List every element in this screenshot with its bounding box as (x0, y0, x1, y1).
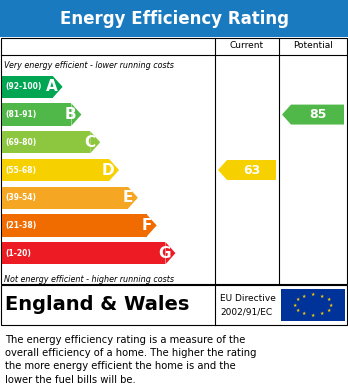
Polygon shape (147, 214, 157, 237)
Polygon shape (128, 187, 138, 209)
Text: ★: ★ (326, 298, 331, 302)
Text: ★: ★ (302, 294, 306, 299)
Bar (0, 0, 348, 37)
Text: ★: ★ (295, 298, 300, 302)
Text: (55-68): (55-68) (5, 165, 36, 174)
Text: Very energy efficient - lower running costs: Very energy efficient - lower running co… (4, 61, 174, 70)
Text: (81-91): (81-91) (5, 110, 36, 119)
Text: ★: ★ (326, 308, 331, 313)
Text: ★: ★ (311, 292, 315, 297)
Bar (2, 131, 90, 153)
Text: Potential: Potential (293, 41, 333, 50)
Text: (92-100): (92-100) (5, 83, 41, 91)
Polygon shape (109, 159, 119, 181)
Bar (2, 242, 165, 264)
Text: C: C (84, 135, 95, 150)
Text: E: E (122, 190, 133, 205)
Text: England & Wales: England & Wales (5, 296, 189, 314)
Text: D: D (101, 163, 114, 178)
Bar (281, 289, 345, 321)
Text: B: B (65, 107, 77, 122)
Text: ★: ★ (293, 303, 297, 307)
Polygon shape (71, 104, 81, 126)
Text: ★: ★ (311, 313, 315, 318)
Text: The energy efficiency rating is a measure of the
overall efficiency of a home. T: The energy efficiency rating is a measur… (5, 335, 256, 385)
Text: 85: 85 (309, 108, 326, 121)
Text: (69-80): (69-80) (5, 138, 36, 147)
Bar (2, 187, 128, 209)
Text: ★: ★ (320, 311, 324, 316)
Bar (1, 285, 347, 325)
Text: Energy Efficiency Rating: Energy Efficiency Rating (60, 9, 288, 27)
Text: G: G (158, 246, 171, 261)
Text: Current: Current (230, 41, 264, 50)
Text: A: A (46, 79, 58, 94)
Bar (2, 214, 147, 237)
Polygon shape (53, 76, 63, 98)
Bar (2, 104, 71, 126)
Polygon shape (90, 131, 100, 153)
Text: 2002/91/EC: 2002/91/EC (220, 307, 272, 316)
Polygon shape (218, 160, 276, 180)
Text: (39-54): (39-54) (5, 193, 36, 202)
Text: ★: ★ (302, 311, 306, 316)
Text: (21-38): (21-38) (5, 221, 36, 230)
Bar (1, 38, 347, 284)
Text: (1-20): (1-20) (5, 249, 31, 258)
Bar (2, 76, 53, 98)
Text: 63: 63 (243, 163, 260, 176)
Text: F: F (141, 218, 152, 233)
Text: ★: ★ (295, 308, 300, 313)
Polygon shape (282, 105, 344, 125)
Polygon shape (165, 242, 175, 264)
Bar (2, 159, 109, 181)
Text: ★: ★ (329, 303, 333, 307)
Text: Not energy efficient - higher running costs: Not energy efficient - higher running co… (4, 274, 174, 283)
Text: EU Directive: EU Directive (220, 294, 276, 303)
Text: ★: ★ (320, 294, 324, 299)
